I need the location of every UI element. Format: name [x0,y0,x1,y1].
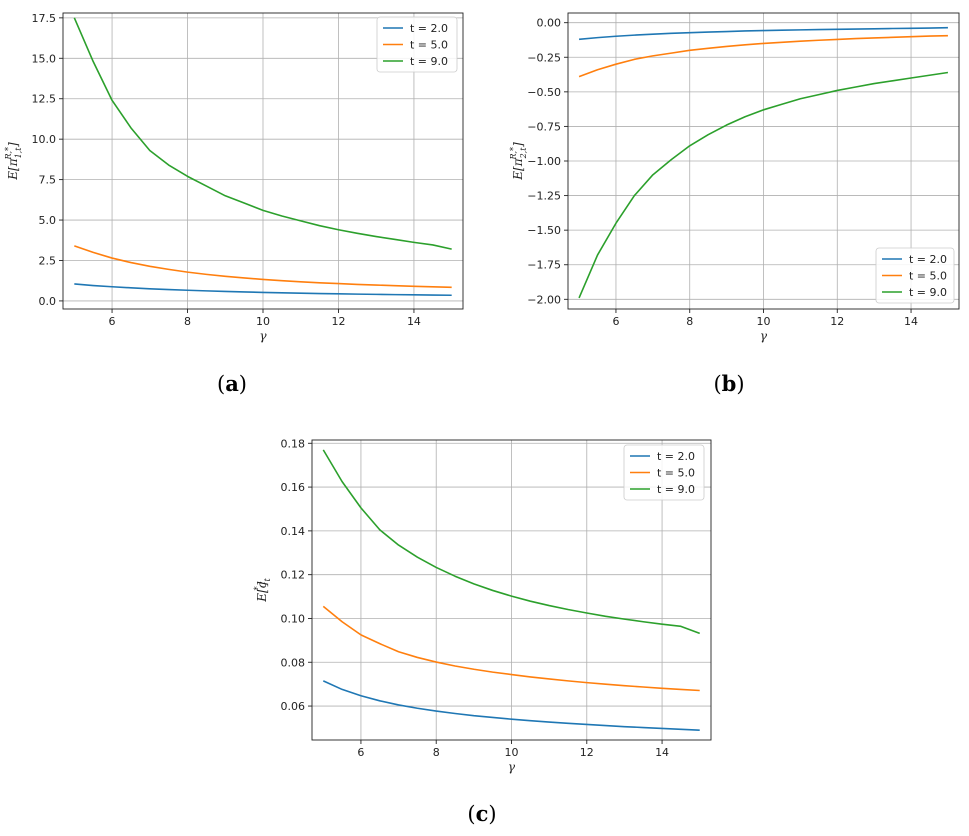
y-tick-label: −2.00 [527,293,561,306]
y-tick-label: 0.08 [281,656,306,669]
panel-b: 6 8 10 12 14 0.00 −0.25 −0.50 −0.75 −1.00 −1.25 −1.… [509,12,960,396]
legend-entry-3: t = 9.0 [410,55,448,68]
x-tick-label: 6 [109,315,116,328]
y-tick-label: 10.0 [32,133,57,146]
x-tick-label: 8 [686,315,693,328]
x-tick-label: 8 [433,746,440,759]
y-tick-label: 17.5 [32,12,57,25]
y-tick-label: 0.16 [281,481,306,494]
x-tick-label: 6 [612,315,619,328]
legend-entry-3: t = 9.0 [909,286,947,299]
legend-entry-2: t = 5.0 [657,467,695,480]
x-tick-label: 14 [655,746,669,759]
series-line-1 [74,283,452,297]
x-axis-label: γ [508,760,516,774]
y-tick-label: 0.0 [39,295,57,308]
y-tick-label: −0.50 [527,86,561,99]
panel-c: 6 8 10 12 14 0.06 0.08 0.10 0.12 0.14 0.16 0.18 γ E[c… [253,437,712,826]
y-tick-label: 15.0 [32,52,57,65]
y-tick-label: −1.75 [527,259,561,272]
y-tick-label: −0.75 [527,120,561,133]
legend-entry-2: t = 5.0 [410,39,448,52]
x-tick-label: 10 [256,315,270,328]
y-tick-label: 0.12 [281,569,306,582]
x-tick-label: 14 [407,315,421,328]
x-tick-label: 14 [904,315,918,328]
y-tick-label: 5.0 [39,214,57,227]
y-tick-label: 7.5 [39,174,57,187]
x-tick-label: 12 [331,315,345,328]
legend: t = 2.0 t = 5.0 t = 9.0 [623,444,705,501]
legend-entry-1: t = 2.0 [909,253,947,266]
y-tick-label: 2.5 [39,254,57,267]
series-line-3 [578,71,949,299]
panel-label: (b) [713,371,744,396]
y-axis-label: E[π1,tR,*] [4,142,23,181]
y-tick-label: 0.10 [281,612,306,625]
y-tick-label: −1.50 [527,224,561,237]
series-line-2 [322,605,700,692]
y-tick-label: 0.06 [281,700,306,713]
series-line-3 [73,17,452,250]
panel-label: (c) [467,801,496,826]
panel-a: 6 8 10 12 14 0.0 2.5 5.0 7.5 10.0 12.5 15.0 17.5 γ E[π… [4,12,464,396]
legend-entry-1: t = 2.0 [410,22,448,35]
series-line-3 [322,449,700,635]
y-tick-label: −1.25 [527,190,561,203]
legend-box [875,247,955,304]
legend-entry-2: t = 5.0 [909,270,947,283]
y-axis-label: E[ct*] [253,578,272,603]
legend-box [623,444,705,501]
x-tick-label: 10 [757,315,771,328]
legend: t = 2.0 t = 5.0 t = 9.0 [875,247,955,304]
x-tick-label: 12 [580,746,594,759]
y-tick-label: 0.00 [537,17,562,30]
series-line-2 [74,245,452,289]
legend-entry-1: t = 2.0 [657,450,695,463]
legend-entry-3: t = 9.0 [657,483,695,496]
x-tick-label: 10 [505,746,519,759]
legend-box [376,16,458,73]
y-tick-label: −1.00 [527,155,561,168]
series-line-1 [322,680,700,731]
y-tick-label: 0.14 [281,525,306,538]
x-axis-label: γ [760,329,768,343]
x-tick-label: 6 [357,746,364,759]
y-tick-label: −0.25 [527,51,561,64]
series-line-2 [578,34,948,78]
y-tick-label: 12.5 [32,93,57,106]
x-tick-label: 12 [830,315,844,328]
x-axis-label: γ [259,329,267,343]
y-tick-label: 0.18 [281,437,306,450]
y-axis-label: E[π2,tR,*] [509,142,528,181]
panel-label: (a) [217,371,247,396]
x-tick-label: 8 [184,315,191,328]
legend: t = 2.0 t = 5.0 t = 9.0 [376,16,458,73]
series-line-1 [578,26,948,41]
